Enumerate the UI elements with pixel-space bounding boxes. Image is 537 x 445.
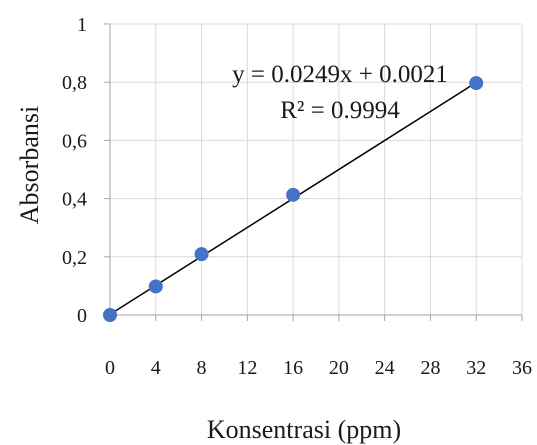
x-tick-label: 4 — [151, 357, 161, 379]
equation-label: y = 0.0249x + 0.0021 — [232, 61, 448, 88]
x-tick-label: 16 — [283, 357, 303, 379]
x-tick-label: 8 — [197, 357, 207, 379]
x-tick-label: 32 — [466, 357, 486, 379]
x-tick-label: 36 — [512, 357, 532, 379]
x-tick-labels: 0 4 8 12 16 20 24 28 32 36 — [105, 357, 532, 379]
data-point — [286, 187, 301, 202]
x-tick-label: 28 — [420, 357, 440, 379]
data-point — [103, 308, 117, 322]
x-tick-label: 20 — [329, 357, 349, 379]
y-tick-label: 1 — [77, 14, 87, 36]
data-points — [103, 76, 484, 322]
x-tick-label: 0 — [105, 357, 115, 379]
data-point — [194, 247, 209, 262]
y-tick-label: 0,6 — [62, 130, 87, 152]
y-axis-title: Absorbansi — [15, 106, 44, 224]
x-tick-label: 24 — [375, 357, 395, 379]
y-tick-labels: 0 0,2 0,4 0,6 0,8 1 — [62, 14, 87, 327]
y-tick-label: 0 — [77, 305, 87, 327]
y-tick-label: 0,8 — [62, 72, 87, 94]
y-tick-label: 0,2 — [62, 247, 87, 269]
data-point — [469, 76, 484, 91]
x-tick-label: 12 — [237, 357, 257, 379]
x-axis-title: Konsentrasi (ppm) — [207, 415, 401, 444]
y-tick-label: 0,4 — [62, 189, 87, 211]
data-point — [148, 279, 163, 294]
r-squared-label: R² = 0.9994 — [280, 97, 400, 124]
